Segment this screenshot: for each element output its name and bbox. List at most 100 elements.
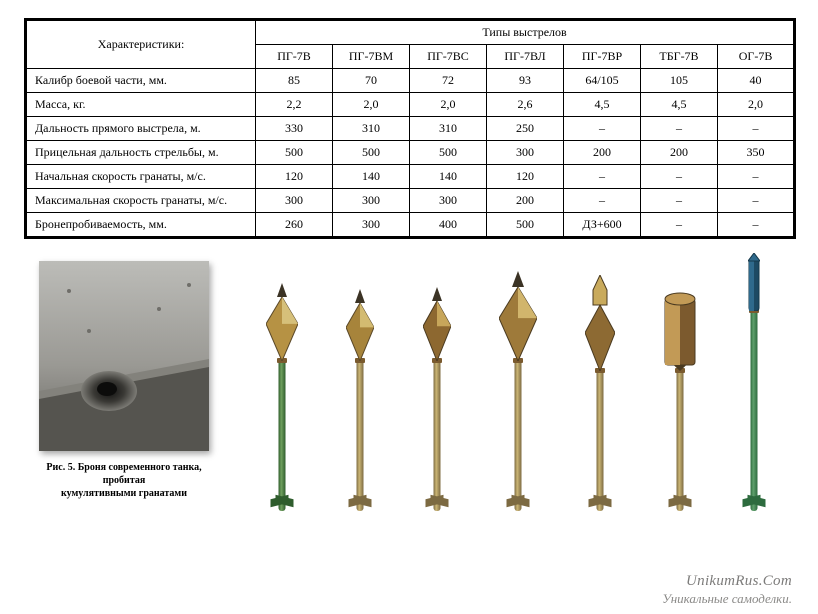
round-pg-7vl xyxy=(499,271,537,511)
cell: 40 xyxy=(718,69,795,93)
cell: 120 xyxy=(487,165,564,189)
cell: 72 xyxy=(410,69,487,93)
row-label: Масса, кг. xyxy=(26,93,256,117)
round-pg-7v xyxy=(266,283,298,511)
cell: 93 xyxy=(487,69,564,93)
column-header: ПГ-7ВР xyxy=(564,45,641,69)
cell: 64/105 xyxy=(564,69,641,93)
tip xyxy=(277,283,287,297)
tail xyxy=(750,311,757,511)
cell: – xyxy=(718,117,795,141)
cell: 140 xyxy=(410,165,487,189)
warhead xyxy=(346,303,374,361)
tail xyxy=(433,361,440,511)
cell: 140 xyxy=(333,165,410,189)
column-header: ПГ-7ВС xyxy=(410,45,487,69)
table-row: Прицельная дальность стрельбы, м.5005005… xyxy=(26,141,795,165)
warhead xyxy=(585,275,615,371)
tip xyxy=(355,289,365,303)
fin xyxy=(354,495,372,507)
round-pg-7vs xyxy=(423,287,451,511)
cell: 260 xyxy=(256,213,333,238)
column-header: ТБГ-7В xyxy=(641,45,718,69)
fin xyxy=(276,495,294,507)
cell: – xyxy=(564,165,641,189)
figure-area: Рис. 5. Броня современного танка, пробит… xyxy=(24,261,794,511)
cell: 310 xyxy=(333,117,410,141)
cell: 330 xyxy=(256,117,333,141)
table-row: Масса, кг.2,22,02,02,64,54,52,0 xyxy=(26,93,795,117)
row-label: Бронепробиваемость, мм. xyxy=(26,213,256,238)
cell: 2,2 xyxy=(256,93,333,117)
cell: 500 xyxy=(333,141,410,165)
types-header: Типы выстрелов xyxy=(256,20,795,45)
cell: ДЗ+600 xyxy=(564,213,641,238)
cell: – xyxy=(718,189,795,213)
cell: – xyxy=(641,117,718,141)
cell: 300 xyxy=(333,213,410,238)
armor-photo xyxy=(39,261,209,451)
tail xyxy=(357,361,364,511)
cell: 85 xyxy=(256,69,333,93)
table-row: Начальная скорость гранаты, м/с.12014014… xyxy=(26,165,795,189)
column-header: ПГ-7В xyxy=(256,45,333,69)
cell: – xyxy=(564,189,641,213)
cell: 500 xyxy=(410,141,487,165)
round-tbg-7v xyxy=(664,281,696,511)
round-pg-7vr xyxy=(585,263,615,511)
table-row: Дальность прямого выстрела, м.3303103102… xyxy=(26,117,795,141)
cell: 4,5 xyxy=(564,93,641,117)
cell: 2,0 xyxy=(333,93,410,117)
row-label: Прицельная дальность стрельбы, м. xyxy=(26,141,256,165)
tip xyxy=(512,271,524,287)
cell: 2,0 xyxy=(410,93,487,117)
cell: 4,5 xyxy=(641,93,718,117)
watermark-tagline: Уникальные самоделки. xyxy=(662,591,792,607)
cell: 250 xyxy=(487,117,564,141)
cell: 500 xyxy=(256,141,333,165)
tail xyxy=(279,361,286,511)
tail xyxy=(514,361,521,511)
cell: – xyxy=(564,117,641,141)
warhead xyxy=(664,291,696,371)
fin xyxy=(511,495,529,507)
cell: 2,0 xyxy=(718,93,795,117)
cell: – xyxy=(641,189,718,213)
rounds-lineup xyxy=(242,261,794,511)
figure-caption: Рис. 5. Броня современного танка, пробит… xyxy=(24,461,224,500)
cell: 300 xyxy=(410,189,487,213)
param-header: Характеристики: xyxy=(26,20,256,69)
caption-line2: кумулятивными гранатами xyxy=(61,488,187,499)
column-header: ПГ-7ВМ xyxy=(333,45,410,69)
cell: 2,6 xyxy=(487,93,564,117)
round-og-7v xyxy=(744,241,764,511)
tail xyxy=(676,371,683,511)
caption-line1: Рис. 5. Броня современного танка, пробит… xyxy=(46,462,201,486)
cell: 200 xyxy=(641,141,718,165)
warhead xyxy=(748,253,760,311)
warhead xyxy=(423,301,451,361)
cell: 70 xyxy=(333,69,410,93)
tip xyxy=(432,287,442,301)
column-header: ПГ-7ВЛ xyxy=(487,45,564,69)
cell: 300 xyxy=(333,189,410,213)
cell: 300 xyxy=(487,141,564,165)
row-label: Максимальная скорость гранаты, м/с. xyxy=(26,189,256,213)
cell: – xyxy=(641,213,718,238)
row-label: Калибр боевой части, мм. xyxy=(26,69,256,93)
column-header: ОГ-7В xyxy=(718,45,795,69)
round-pg-7vm xyxy=(346,289,374,511)
cell: 200 xyxy=(487,189,564,213)
table-row: Максимальная скорость гранаты, м/с.30030… xyxy=(26,189,795,213)
cell: 300 xyxy=(256,189,333,213)
spec-table: Характеристики: Типы выстрелов ПГ-7ВПГ-7… xyxy=(24,18,796,239)
table-row: Бронепробиваемость, мм.260300400500ДЗ+60… xyxy=(26,213,795,238)
cell: 105 xyxy=(641,69,718,93)
cell: 350 xyxy=(718,141,795,165)
armor-photo-block: Рис. 5. Броня современного танка, пробит… xyxy=(24,261,224,500)
cell: – xyxy=(718,165,795,189)
armor-photo-svg xyxy=(39,261,209,451)
row-label: Дальность прямого выстрела, м. xyxy=(26,117,256,141)
cell: 400 xyxy=(410,213,487,238)
warhead xyxy=(499,287,537,361)
